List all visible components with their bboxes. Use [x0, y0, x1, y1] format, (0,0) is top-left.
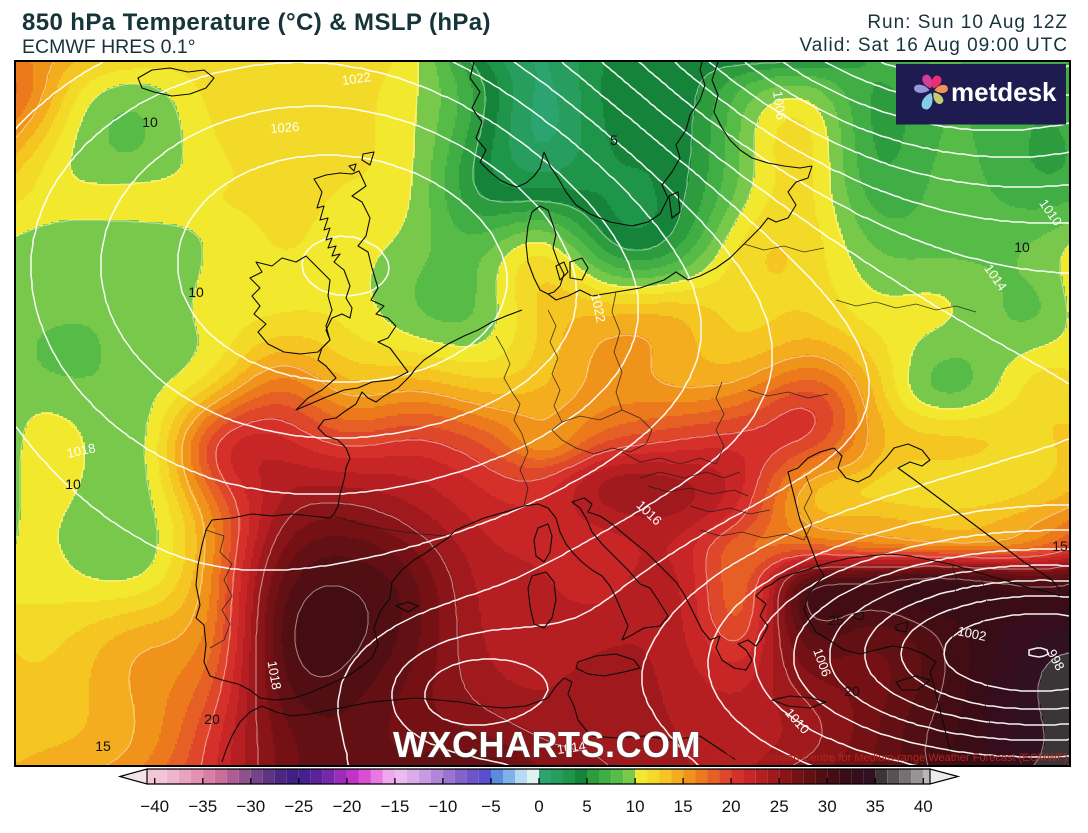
svg-text:10: 10	[626, 797, 645, 816]
svg-text:−15: −15	[380, 797, 409, 816]
svg-text:Run: Sun 10 Aug 12Z: Run: Sun 10 Aug 12Z	[867, 12, 1068, 33]
svg-text:1002: 1002	[956, 623, 987, 644]
svg-text:−5: −5	[481, 797, 500, 816]
svg-text:10: 10	[65, 476, 81, 492]
svg-text:20: 20	[204, 711, 220, 727]
svg-text:ECMWF HRES 0.1°: ECMWF HRES 0.1°	[22, 36, 196, 58]
svg-text:−25: −25	[284, 797, 313, 816]
svg-text:0: 0	[534, 797, 543, 816]
svg-text:5: 5	[610, 132, 618, 148]
svg-text:−35: −35	[188, 797, 217, 816]
svg-text:1018: 1018	[265, 660, 285, 691]
svg-text:10: 10	[1014, 239, 1030, 255]
svg-text:1014: 1014	[556, 738, 587, 757]
svg-text:25: 25	[770, 797, 789, 816]
svg-text:15: 15	[674, 797, 693, 816]
svg-text:1026: 1026	[270, 119, 300, 136]
svg-text:20: 20	[722, 797, 741, 816]
svg-text:40: 40	[914, 797, 933, 816]
svg-text:15: 15	[95, 738, 111, 754]
svg-text:1022: 1022	[588, 292, 609, 323]
svg-text:WXCHARTS.COM: WXCHARTS.COM	[393, 724, 701, 765]
svg-text:1006: 1006	[770, 90, 789, 121]
svg-text:−10: −10	[428, 797, 457, 816]
svg-text:30: 30	[818, 797, 837, 816]
svg-text:20: 20	[844, 683, 860, 699]
svg-text:1022: 1022	[341, 69, 372, 88]
svg-text:1018: 1018	[65, 440, 96, 461]
svg-text:−40: −40	[140, 797, 169, 816]
svg-text:metdesk: metdesk	[951, 77, 1057, 107]
svg-text:5: 5	[582, 797, 591, 816]
svg-text:25: 25	[828, 612, 844, 628]
svg-text:Valid: Sat 16 Aug 09:00 UTC: Valid: Sat 16 Aug 09:00 UTC	[799, 35, 1068, 56]
svg-text:10: 10	[142, 114, 158, 130]
svg-text:−20: −20	[332, 797, 361, 816]
svg-text:10: 10	[188, 284, 204, 300]
svg-text:35: 35	[866, 797, 885, 816]
svg-text:850 hPa Temperature (°C) & MSL: 850 hPa Temperature (°C) & MSLP (hPa)	[22, 9, 491, 36]
svg-text:−30: −30	[236, 797, 265, 816]
svg-text:15: 15	[1052, 538, 1068, 554]
svg-text:©2025 European Centre for Medi: ©2025 European Centre for Medium-range W…	[716, 752, 1067, 764]
